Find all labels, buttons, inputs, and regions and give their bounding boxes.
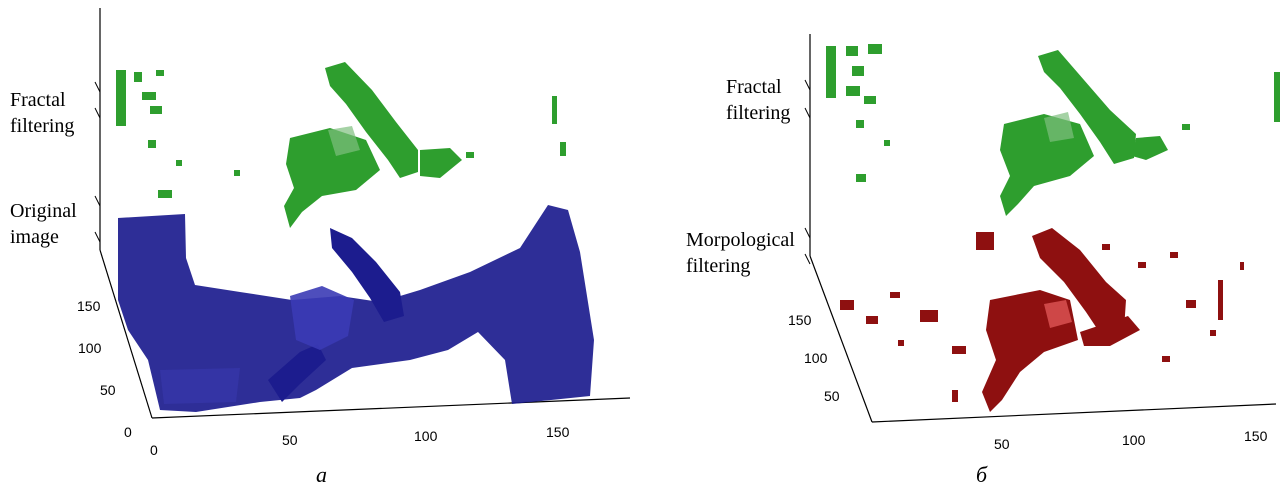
caption-b: б xyxy=(976,462,988,487)
y-tick-label: 100 xyxy=(78,340,102,356)
panel-b-axes xyxy=(809,34,1277,423)
label-fractal-filtering-a: Fractal filtering xyxy=(10,89,75,137)
y-tick-label: 150 xyxy=(77,298,101,314)
y-tick-label: 0 xyxy=(124,424,132,440)
y-tick-label: 50 xyxy=(824,388,840,404)
x-tick-label: 50 xyxy=(282,432,298,448)
vessel-highlight xyxy=(160,286,354,404)
y-tick-label: 150 xyxy=(788,312,812,328)
panel-b-z-ticks xyxy=(804,79,811,265)
label-fractal-filtering-b: Fractal filtering xyxy=(726,76,791,124)
x-axis-line xyxy=(871,403,1277,423)
label-original-image: Original image xyxy=(10,200,77,248)
y-axis-line xyxy=(99,249,153,419)
panel-a-plot xyxy=(94,8,631,419)
x-tick-label: 150 xyxy=(1244,428,1268,444)
x-tick-label: 0 xyxy=(150,442,158,458)
x-axis-line xyxy=(151,397,631,419)
panel-a: Fractal filtering Original image 150 100… xyxy=(0,0,640,490)
panel-a-z-ticks xyxy=(94,81,101,243)
x-tick-label: 150 xyxy=(546,424,570,440)
y-axis-line xyxy=(809,255,873,423)
x-tick-label: 100 xyxy=(1122,432,1146,448)
fractal-volume-a xyxy=(116,62,566,228)
original-image-volume xyxy=(118,205,594,412)
morphological-volume xyxy=(840,228,1244,412)
y-tick-label: 50 xyxy=(100,382,116,398)
panel-b-plot xyxy=(804,34,1280,423)
panel-a-axes xyxy=(99,8,631,419)
fractal-volume-b xyxy=(826,44,1280,216)
panel-b: Fractal filtering Morpological filtering… xyxy=(640,0,1282,490)
x-tick-label: 100 xyxy=(414,428,438,444)
vessel-shading xyxy=(1044,300,1072,328)
x-tick-label: 50 xyxy=(994,436,1010,452)
caption-a: a xyxy=(316,462,327,487)
vessel-shading xyxy=(1044,112,1074,142)
label-morphological-filtering: Morpological filtering xyxy=(686,229,795,277)
y-tick-label: 100 xyxy=(804,350,828,366)
vessel-shading xyxy=(328,126,360,156)
